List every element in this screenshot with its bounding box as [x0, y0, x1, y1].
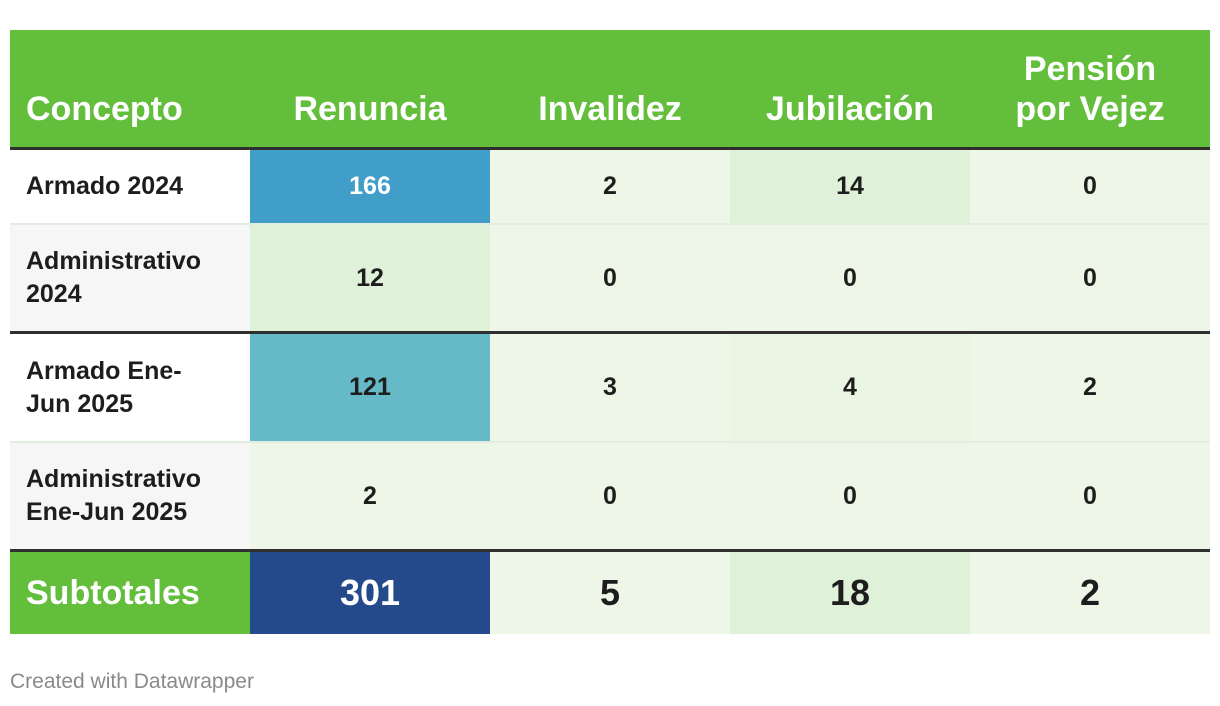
- cell-jubilacion: 0: [730, 225, 970, 331]
- total-invalidez: 5: [490, 552, 730, 634]
- header-invalidez: Invalidez: [538, 90, 682, 128]
- table-row: Administrativo 2024 12 0 0 0: [10, 225, 1210, 334]
- cell-pension: 0: [970, 443, 1210, 549]
- totals-row: Subtotales 301 5 18 2: [10, 552, 1210, 634]
- table-row: Armado Ene-Jun 2025 121 3 4 2: [10, 334, 1210, 443]
- cell-renuncia: 121: [250, 334, 490, 441]
- cell-renuncia: 12: [250, 225, 490, 331]
- cell-pension: 2: [970, 334, 1210, 441]
- cell-invalidez: 3: [490, 334, 730, 441]
- table-row: Administrativo Ene-Jun 2025 2 0 0 0: [10, 443, 1210, 552]
- cell-pension: 0: [970, 225, 1210, 331]
- datawrapper-credit: Created with Datawrapper: [10, 670, 254, 693]
- cell-renuncia: 2: [250, 443, 490, 549]
- header-pension-vejez: Pensión por Vejez: [1015, 50, 1165, 128]
- cell-invalidez: 2: [490, 150, 730, 223]
- table-row: Armado 2024 166 2 14 0: [10, 150, 1210, 225]
- row-label: Armado 2024: [10, 150, 250, 223]
- data-table: Concepto Renuncia Invalidez Jubilación P…: [10, 30, 1210, 634]
- header-jubilacion: Jubilación: [765, 90, 935, 128]
- total-pension: 2: [970, 552, 1210, 634]
- cell-pension: 0: [970, 150, 1210, 223]
- cell-jubilacion: 4: [730, 334, 970, 441]
- row-label: Armado Ene-Jun 2025: [10, 334, 250, 441]
- cell-jubilacion: 0: [730, 443, 970, 549]
- row-label: Administrativo 2024: [10, 225, 250, 331]
- table-header: Concepto Renuncia Invalidez Jubilación P…: [10, 30, 1210, 150]
- cell-jubilacion: 14: [730, 150, 970, 223]
- cell-invalidez: 0: [490, 225, 730, 331]
- row-label: Administrativo Ene-Jun 2025: [10, 443, 250, 549]
- totals-label: Subtotales: [10, 552, 250, 634]
- total-renuncia: 301: [250, 552, 490, 634]
- cell-invalidez: 0: [490, 443, 730, 549]
- header-renuncia: Renuncia: [293, 90, 447, 128]
- total-jubilacion: 18: [730, 552, 970, 634]
- cell-renuncia: 166: [250, 150, 490, 223]
- header-concepto: Concepto: [26, 90, 183, 128]
